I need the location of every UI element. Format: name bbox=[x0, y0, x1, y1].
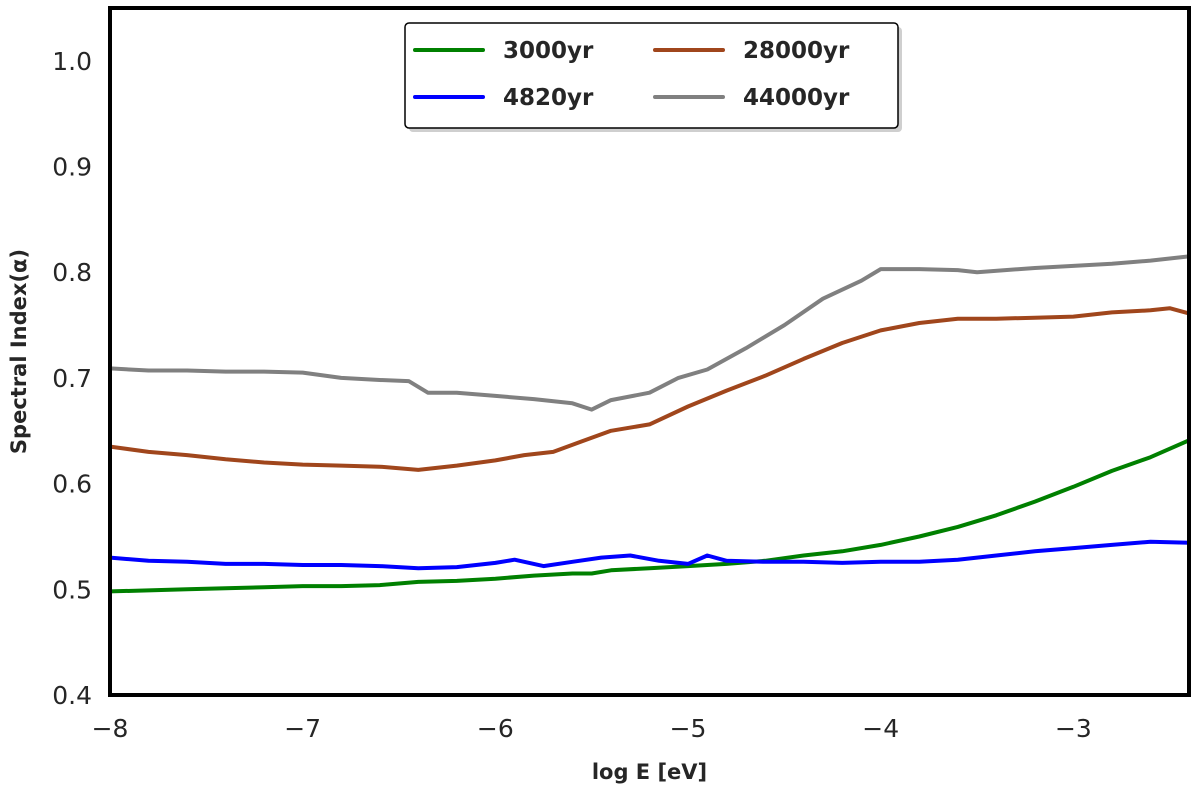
legend-label: 44000yr bbox=[743, 85, 850, 111]
plot-frame bbox=[108, 6, 1191, 697]
y-tick-label: 0.7 bbox=[52, 364, 92, 393]
legend-item-28000yr: 28000yr bbox=[653, 38, 850, 64]
x-tick-label: −7 bbox=[284, 714, 321, 743]
y-tick-label: 0.8 bbox=[52, 258, 92, 287]
plot-area bbox=[110, 254, 1189, 594]
series-line-28000yr bbox=[110, 306, 1189, 472]
x-tick-label: −3 bbox=[1055, 714, 1092, 743]
x-tick-label: −6 bbox=[477, 714, 514, 743]
legend-item-3000yr: 3000yr bbox=[413, 38, 594, 64]
x-tick-label: −5 bbox=[670, 714, 707, 743]
legend-label: 28000yr bbox=[743, 38, 850, 64]
y-tick-label: 0.6 bbox=[52, 470, 92, 499]
y-axis: 0.4 0.5 0.6 0.7 0.8 0.9 1.0 bbox=[52, 47, 92, 710]
x-tick-label: −8 bbox=[92, 714, 129, 743]
series-line-3000yr bbox=[110, 438, 1189, 594]
y-tick-label: 1.0 bbox=[52, 47, 92, 76]
series-line-44000yr bbox=[110, 254, 1189, 412]
legend-item-44000yr: 44000yr bbox=[653, 85, 850, 111]
x-axis-label: log E [eV] bbox=[592, 760, 707, 784]
series-line-4820yr bbox=[110, 539, 1189, 571]
x-axis: −8 −7 −6 −5 −4 −3 bbox=[92, 714, 1092, 743]
x-tick-label: −4 bbox=[862, 714, 899, 743]
y-axis-label: Spectral Index(α) bbox=[7, 249, 31, 454]
y-tick-label: 0.9 bbox=[52, 153, 92, 182]
legend-label: 3000yr bbox=[503, 38, 594, 64]
legend-item-4820yr: 4820yr bbox=[413, 85, 594, 111]
legend-label: 4820yr bbox=[503, 85, 594, 111]
y-tick-label: 0.5 bbox=[52, 575, 92, 604]
y-tick-label: 0.4 bbox=[52, 681, 92, 710]
legend: 3000yr 4820yr 28000yr 44000yr bbox=[404, 22, 902, 132]
